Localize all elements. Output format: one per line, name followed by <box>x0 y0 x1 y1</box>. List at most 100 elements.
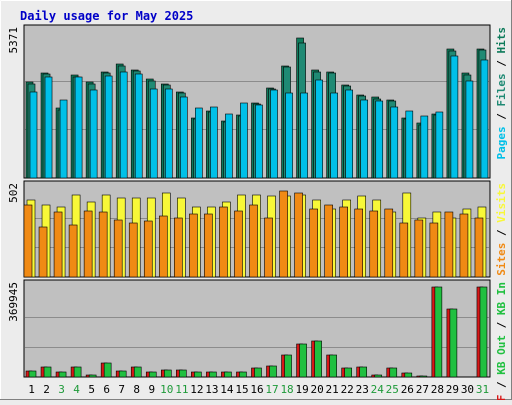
panel-kbytes-bar-kbin-day-12 <box>194 371 202 378</box>
panel-hits-files-pages-bar-pages-day-9 <box>149 88 158 179</box>
x-tick-label-day-13: 13 <box>205 383 218 396</box>
panel-kbytes-bar-kbin-day-2 <box>43 366 52 378</box>
panel-visits-sites-bar-sites-day-15 <box>234 210 243 278</box>
x-tick-label-day-12: 12 <box>190 383 203 396</box>
panel-hits-files-pages-bar-pages-day-23 <box>360 99 369 179</box>
x-tick-label-day-8: 8 <box>133 383 140 396</box>
x-tick-label-day-28: 28 <box>431 383 444 396</box>
x-tick-label-day-11: 11 <box>175 383 188 396</box>
panel-hits-files-pages-legend-pages: Pages <box>495 126 508 159</box>
panel-kbytes-bar-kbin-day-21 <box>329 354 337 378</box>
panel-kbytes-bar-kbin-day-22 <box>344 367 352 378</box>
panel-hits-files-pages-bar-pages-day-8 <box>134 73 143 179</box>
panel-kbytes: 369945 KB F / KB Out / KB In <box>7 279 508 405</box>
panel-kbytes-legend-separator: / <box>495 375 508 395</box>
panel-kbytes-bar-kbin-day-8 <box>133 366 142 378</box>
panel-visits-sites-bar-sites-day-21 <box>324 204 333 278</box>
panel-kbytes-bar-kbin-day-18 <box>284 354 292 378</box>
panel-hits-files-pages-bar-pages-day-16 <box>255 104 263 179</box>
panel-kbytes-bar-kbin-day-27 <box>419 375 428 378</box>
panel-visits-sites-bar-sites-day-18 <box>279 190 288 278</box>
panel-hits-files-pages-legend: Pages / Files / Hits <box>495 27 508 160</box>
panel-hits-files-pages-bar-pages-day-2 <box>44 76 53 179</box>
panel-kbytes-bar-kbin-day-28 <box>434 286 443 378</box>
panel-kbytes-bar-kbin-day-25 <box>389 367 398 378</box>
panel-visits-sites-bar-sites-day-2 <box>38 226 48 278</box>
panel-visits-sites-bar-sites-day-17 <box>264 217 273 278</box>
panel-visits-sites-bar-sites-day-12 <box>189 213 198 278</box>
panel-visits-sites-bar-sites-day-20 <box>309 208 318 278</box>
panel-kbytes-bar-kbin-day-23 <box>359 366 368 378</box>
panel-visits-sites-bar-sites-day-4 <box>68 224 78 278</box>
panel-visits-sites-bar-sites-day-19 <box>294 192 303 278</box>
panel-kbytes-bar-kbin-day-7 <box>118 370 127 378</box>
x-tick-label-day-2: 2 <box>43 383 50 396</box>
panel-kbytes-legend-kb-out: KB Out <box>495 335 508 375</box>
panel-kbytes-ymax-label: 369945 <box>7 282 20 322</box>
panel-hits-files-pages-bar-pages-day-6 <box>104 75 113 179</box>
x-tick-label-day-21: 21 <box>326 383 339 396</box>
x-axis-day-labels: 1 2 3 4 5 6 7 8 9 10 11 12 13 14 15 16 17 18 19 20 21 22 23 24 2… <box>28 383 489 396</box>
panel-visits-sites-bar-sites-day-16 <box>249 204 258 278</box>
panel-hits-files-pages-bar-pages-day-31 <box>480 59 489 179</box>
panel-kbytes-bar-kbin-day-24 <box>374 374 383 378</box>
x-tick-label-day-14: 14 <box>220 383 234 396</box>
panel-hits-files-pages-legend-separator: / <box>495 107 508 127</box>
panel-hits-files-pages-bar-pages-day-26 <box>405 110 414 179</box>
x-tick-label-day-22: 22 <box>341 383 354 396</box>
panel-visits-sites-bar-sites-day-8 <box>128 222 138 278</box>
panel-hits-files-pages-bar-pages-day-7 <box>119 71 128 179</box>
panel-visits-sites-bar-sites-day-31 <box>474 217 484 278</box>
x-tick-label-day-25: 25 <box>386 383 399 396</box>
panel-visits-sites-legend-visits: Visits <box>495 183 508 223</box>
panel-hits-files-pages-bar-pages-day-30 <box>465 80 474 179</box>
panel-visits-sites-legend-sites: Sites <box>495 243 508 276</box>
panel-hits-files-pages-legend-separator: / <box>495 54 508 74</box>
panel-hits-files-pages-bar-pages-day-3 <box>59 99 68 179</box>
panel-visits-sites-bar-sites-day-10 <box>158 215 168 278</box>
panel-kbytes-bar-kbin-day-20 <box>314 340 322 378</box>
x-tick-label-day-17: 17 <box>265 383 278 396</box>
panel-hits-files-pages-bar-pages-day-1 <box>29 91 38 179</box>
panel-visits-sites-bar-sites-day-22 <box>339 206 348 278</box>
chart-title: Daily usage for May 2025 <box>20 9 193 23</box>
panel-visits-sites-bar-sites-day-13 <box>204 213 213 278</box>
x-tick-label-day-26: 26 <box>401 383 414 396</box>
panel-hits-files-pages-bar-pages-day-21 <box>330 92 338 179</box>
x-tick-label-day-5: 5 <box>88 383 95 396</box>
panel-visits-sites-ymax-label: 502 <box>7 183 20 203</box>
panel-visits-sites-legend: Sites / Visits <box>495 183 508 276</box>
x-tick-label-day-16: 16 <box>250 383 263 396</box>
panel-hits-files-pages-bar-pages-day-15 <box>240 102 248 179</box>
panel-hits-files-pages-bar-pages-day-22 <box>345 89 353 179</box>
panel-visits-sites-bar-sites-day-1 <box>23 204 33 278</box>
panel-kbytes-legend-separator: / <box>495 315 508 335</box>
panel-hits-files-pages-bar-pages-day-5 <box>89 89 98 179</box>
panel-kbytes-bar-kbin-day-26 <box>404 372 413 378</box>
panel-visits-sites-bar-sites-day-11 <box>174 217 183 278</box>
panel-kbytes-legend: KB F / KB Out / KB In <box>495 282 508 400</box>
panel-hits-files-pages-bar-pages-day-13 <box>210 106 218 179</box>
panel-kbytes-bar-kbin-day-13 <box>209 371 217 378</box>
panel-kbytes-bar-kbin-day-19 <box>299 343 307 378</box>
panel-visits-sites-bar-sites-day-7 <box>113 219 123 278</box>
panel-kbytes-bar-kbin-day-1 <box>28 370 37 378</box>
panel-hits-files-pages-bar-pages-day-4 <box>74 76 83 179</box>
panel-kbytes-bar-kbin-day-9 <box>148 371 157 378</box>
panel-visits-sites: 502 Sites / Visits <box>7 180 508 278</box>
x-tick-label-day-27: 27 <box>416 383 429 396</box>
panel-hits-files-pages-bar-pages-day-25 <box>390 106 399 179</box>
x-tick-label-day-15: 15 <box>235 383 248 396</box>
panel-kbytes-bar-kbin-day-15 <box>239 371 247 378</box>
x-tick-label-day-18: 18 <box>280 383 293 396</box>
x-tick-label-day-1: 1 <box>28 383 35 396</box>
panel-hits-files-pages-bar-pages-day-17 <box>270 89 278 179</box>
x-tick-label-day-30: 30 <box>461 383 474 396</box>
panel-hits-files-pages-bar-pages-day-28 <box>435 111 444 179</box>
panel-visits-sites-bar-sites-day-28 <box>429 222 439 278</box>
panel-kbytes-bar-kbin-day-16 <box>254 367 262 378</box>
x-tick-label-day-23: 23 <box>356 383 369 396</box>
panel-kbytes-plot-area <box>23 279 491 378</box>
x-tick-label-day-20: 20 <box>311 383 324 396</box>
